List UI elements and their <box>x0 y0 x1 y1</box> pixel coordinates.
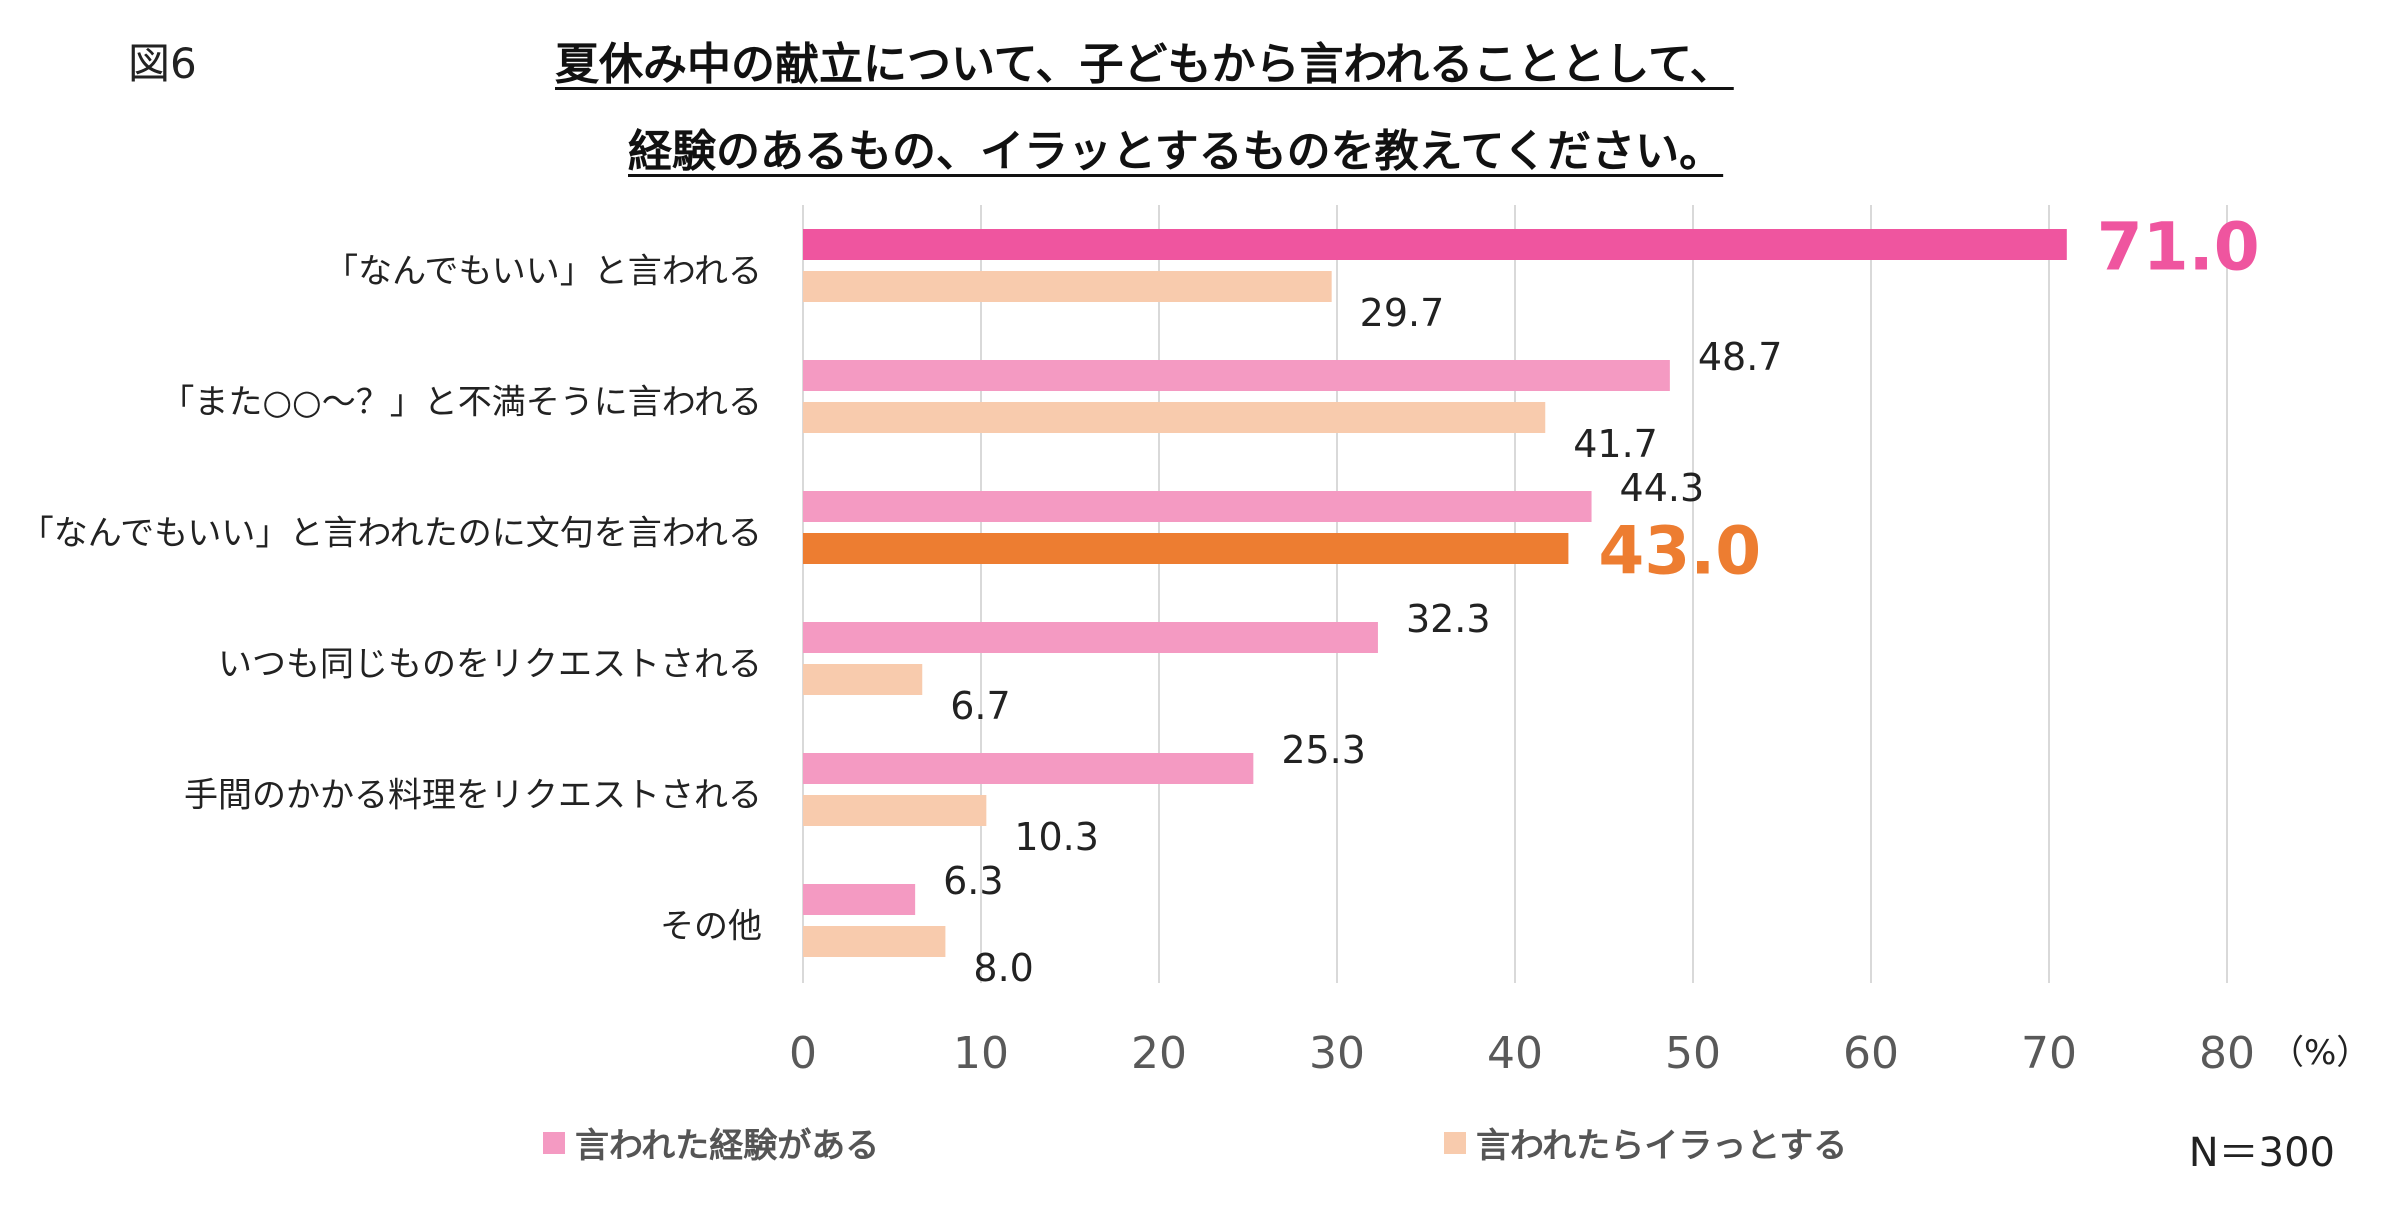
legend-swatch-annoyed <box>1444 1131 1466 1154</box>
bar-experienced <box>803 491 1592 522</box>
category-label: 「なんでもいい」と言われたのに文句を言われる <box>20 514 762 554</box>
legend-label-annoyed: 言われたらイラっとする <box>1476 1126 1848 1166</box>
bar-experienced <box>803 360 1670 391</box>
x-unit-label: （%） <box>2270 1033 2370 1073</box>
category-label: 手間のかかる料理をリクエストされる <box>184 776 762 816</box>
data-label-annoyed: 6.7 <box>950 684 1010 728</box>
data-label-experienced: 48.7 <box>1698 335 1783 379</box>
chart-title-line-1: 夏休み中の献立について、子どもから言われることとして、 <box>555 39 1734 90</box>
x-tick-label: 50 <box>1665 1028 1721 1079</box>
data-label-annoyed: 29.7 <box>1360 291 1445 335</box>
sample-size-label: N＝300 <box>2188 1130 2335 1176</box>
x-tick-label: 70 <box>2021 1028 2077 1079</box>
legend-label-experienced: 言われた経験がある <box>575 1126 880 1166</box>
category-label: 「また○○～？」と不満そうに言われる <box>160 383 762 423</box>
x-tick-label: 20 <box>1131 1028 1187 1079</box>
data-label-annoyed: 41.7 <box>1573 422 1658 466</box>
bar-experienced <box>803 753 1254 784</box>
data-label-experienced: 71.0 <box>2097 209 2260 286</box>
data-label-annoyed: 8.0 <box>973 946 1033 990</box>
bar-annoyed <box>803 271 1332 302</box>
legend-item-annoyed: 言われたらイラっとする <box>1444 1118 1847 1167</box>
x-tick-label: 60 <box>1843 1028 1899 1079</box>
category-label: その他 <box>660 907 762 947</box>
x-tick-label: 40 <box>1487 1028 1543 1079</box>
x-tick-label: 0 <box>789 1028 817 1079</box>
category-label: 「なんでもいい」と言われる <box>324 252 762 292</box>
bar-experienced <box>803 229 2067 260</box>
bar-annoyed <box>803 402 1546 433</box>
bar-annoyed <box>803 926 946 957</box>
chart-title-line-2: 経験のあるもの、イラッとするものを教えてください。 <box>628 126 1724 177</box>
data-label-experienced: 6.3 <box>943 859 1003 903</box>
category-label: いつも同じものをリクエストされる <box>218 645 762 685</box>
legend-swatch-experienced <box>543 1131 565 1154</box>
x-tick-label: 80 <box>2199 1028 2255 1079</box>
legend-item-experienced: 言われた経験がある <box>543 1118 879 1167</box>
bar-annoyed <box>803 795 987 826</box>
bar-annoyed <box>803 533 1569 564</box>
bar-annoyed <box>803 664 923 695</box>
x-tick-label: 30 <box>1309 1028 1365 1079</box>
data-label-annoyed: 43.0 <box>1598 513 1761 590</box>
data-label-experienced: 44.3 <box>1620 466 1705 510</box>
data-label-annoyed: 10.3 <box>1014 815 1099 859</box>
figure-label: 図6 <box>128 39 197 88</box>
data-label-experienced: 32.3 <box>1406 597 1491 641</box>
data-label-experienced: 25.3 <box>1281 728 1366 772</box>
bar-experienced <box>803 622 1378 653</box>
x-tick-label: 10 <box>953 1028 1009 1079</box>
bar-experienced <box>803 884 916 915</box>
